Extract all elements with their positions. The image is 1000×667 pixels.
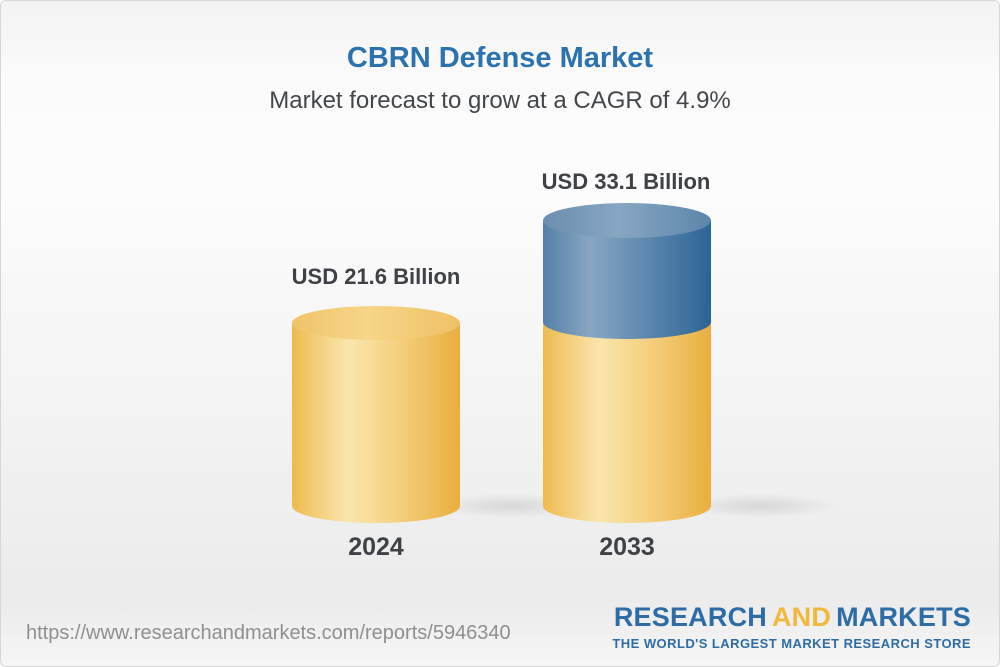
x-axis-label-2024: 2024 <box>348 533 404 561</box>
cylinder-bar-2024 <box>292 306 460 523</box>
cylinder-2024-top <box>292 306 460 340</box>
logo-word-and: AND <box>771 602 832 632</box>
logo-wordmark: RESEARCH AND MARKETS <box>612 602 971 633</box>
logo-word-markets: MARKETS <box>836 602 971 632</box>
page-title: CBRN Defense Market <box>346 42 654 74</box>
value-label-2024: USD 21.6 Billion <box>291 264 461 289</box>
cylinder-2033-base-segment <box>543 321 711 523</box>
report-url-link[interactable]: https://www.researchandmarkets.com/repor… <box>26 622 511 644</box>
cylinder-2033-growth-segment <box>543 220 711 339</box>
logo-tagline: THE WORLD'S LARGEST MARKET RESEARCH STOR… <box>612 636 971 651</box>
page-subtitle: Market forecast to grow at a CAGR of 4.9… <box>269 87 731 114</box>
research-and-markets-logo: RESEARCH AND MARKETS THE WORLD'S LARGEST M… <box>612 602 971 651</box>
cylinder-2024-body <box>292 323 460 523</box>
cylinder-bar-2033 <box>543 203 711 523</box>
x-axis-label-2033: 2033 <box>599 533 655 561</box>
cylinder-2033-top <box>543 203 711 238</box>
value-label-2033: USD 33.1 Billion <box>541 169 711 194</box>
logo-word-research: RESEARCH <box>613 602 767 632</box>
